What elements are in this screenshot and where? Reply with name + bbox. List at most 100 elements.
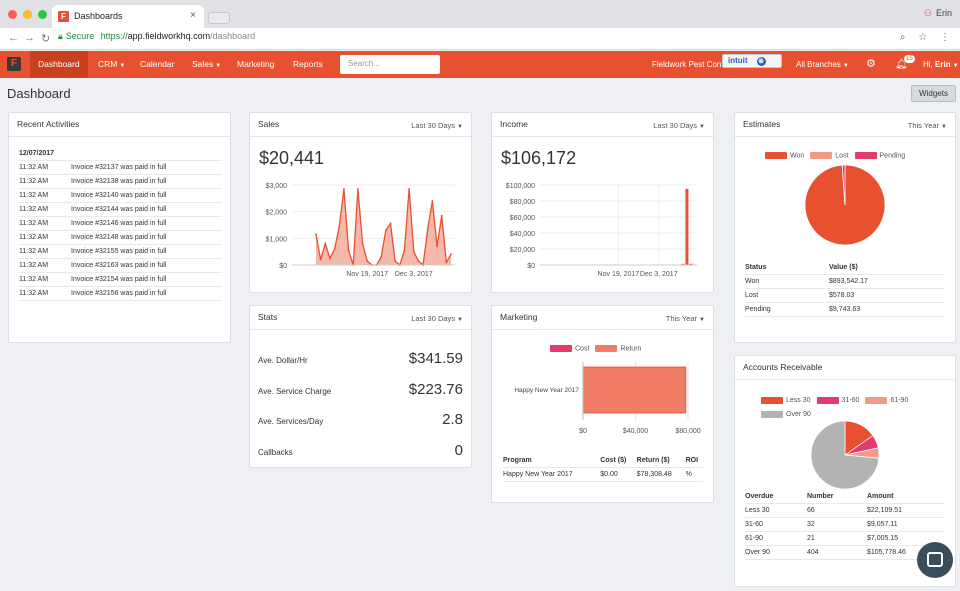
nav-sales[interactable]: Sales ▼ bbox=[184, 51, 229, 78]
nav-reports[interactable]: Reports bbox=[285, 51, 331, 78]
minimize-window-button[interactable] bbox=[23, 10, 33, 19]
sales-point bbox=[408, 188, 411, 190]
url-field[interactable]: 🔒︎ Secure https://app.fieldworkhq.com/das… bbox=[58, 31, 928, 47]
table-row: Pending $9,743.63 bbox=[745, 302, 945, 317]
activity-row: 11:32 AM Invoice #32155 was paid in full bbox=[19, 244, 222, 259]
legend-label: Less 30 bbox=[786, 397, 811, 404]
card-header: Estimates This Year ▼ bbox=[735, 113, 955, 137]
table-row: 31-60 32 $9,057.11 bbox=[745, 517, 945, 532]
maximize-window-button[interactable] bbox=[38, 10, 48, 19]
column-header: Number bbox=[807, 490, 867, 504]
reload-icon[interactable]: ↻ bbox=[41, 33, 51, 45]
overdue-cell: Less 30 bbox=[745, 503, 807, 518]
nav-marketing-label: Marketing bbox=[237, 59, 275, 69]
recent-activities-table: 12/07/2017 11:32 AM Invoice #32137 was pa… bbox=[19, 147, 222, 301]
chat-launcher-button[interactable] bbox=[917, 542, 953, 578]
bookmark-star-icon[interactable]: ☆ bbox=[918, 32, 928, 43]
recent-activities-card: Recent Activities 12/07/2017 11:32 AM Inv… bbox=[8, 112, 231, 343]
legend-item: 31-60 bbox=[816, 394, 859, 407]
menu-dots-icon[interactable]: ⋮ bbox=[940, 32, 950, 43]
branches-dropdown[interactable]: All Branches ▼ bbox=[796, 51, 849, 80]
legend-item: Less 30 bbox=[761, 394, 811, 407]
sales-point bbox=[417, 260, 420, 262]
sales-range-dropdown[interactable]: Last 30 Days ▼ bbox=[411, 121, 463, 130]
gear-icon[interactable]: ⚙ bbox=[866, 58, 876, 70]
sales-point bbox=[333, 248, 336, 250]
legend-item: Over 90 bbox=[761, 408, 811, 421]
lock-icon: 🔒︎ bbox=[58, 31, 63, 41]
column-header: Return ($) bbox=[636, 454, 686, 468]
ar-legend: Less 30 31-60 61-90 Over 90 bbox=[761, 393, 941, 421]
widgets-button[interactable]: Widgets bbox=[911, 85, 956, 102]
nav-calendar[interactable]: Calendar bbox=[132, 51, 183, 78]
card-title: Marketing bbox=[500, 312, 538, 322]
card-header: Income Last 30 Days ▼ bbox=[492, 113, 713, 137]
table-row: Happy New Year 2017 $0.00 $78,308.48 % bbox=[503, 467, 703, 482]
activity-text: Invoice #32140 was paid in full bbox=[71, 188, 222, 203]
forward-icon[interactable]: → bbox=[24, 32, 35, 44]
column-header: ROI bbox=[685, 454, 703, 468]
y-tick-label: $2,000 bbox=[266, 210, 288, 217]
column-header: Status bbox=[745, 261, 829, 275]
table-row: Less 30 66 $22,109.51 bbox=[745, 503, 945, 518]
stats-range-dropdown[interactable]: Last 30 Days ▼ bbox=[411, 314, 463, 323]
legend-item: 61-90 bbox=[865, 394, 908, 407]
stat-value: $341.59 bbox=[408, 350, 463, 367]
estimates-card: Estimates This Year ▼ Won Lost Pending Stat… bbox=[734, 112, 956, 343]
intuit-close-icon[interactable]: ⊗ bbox=[756, 57, 766, 66]
nav-crm[interactable]: CRM ▼ bbox=[90, 51, 133, 78]
y-tick-label: $100,000 bbox=[506, 183, 535, 190]
fieldwork-favicon-icon: F bbox=[58, 11, 69, 22]
estimates-range-dropdown[interactable]: This Year ▼ bbox=[908, 121, 947, 130]
y-tick-label: $3,000 bbox=[266, 183, 288, 190]
legend-label: Lost bbox=[835, 152, 849, 159]
card-title: Estimates bbox=[743, 119, 781, 129]
overdue-cell: 61-90 bbox=[745, 531, 807, 546]
chevron-down-icon: ▼ bbox=[215, 63, 222, 69]
close-window-button[interactable] bbox=[8, 10, 17, 19]
amount-cell: $9,057.11 bbox=[867, 517, 945, 532]
chevron-down-icon: ▼ bbox=[457, 317, 463, 323]
activity-text: Invoice #32144 was paid in full bbox=[71, 202, 222, 217]
chevron-down-icon: ▼ bbox=[699, 124, 705, 130]
fieldwork-logo-icon[interactable]: F bbox=[7, 57, 21, 71]
bell-icon[interactable]: 🔔︎ bbox=[895, 59, 908, 70]
stat-label: Ave. Dollar/Hr bbox=[258, 356, 308, 365]
activity-text: Invoice #32148 was paid in full bbox=[71, 230, 222, 245]
marketing-range-dropdown[interactable]: This Year ▼ bbox=[666, 314, 705, 323]
search-input[interactable]: Search... bbox=[340, 55, 440, 74]
card-title: Income bbox=[500, 119, 528, 129]
zoom-icon[interactable]: ⌕ bbox=[899, 32, 906, 43]
sales-point bbox=[329, 257, 331, 260]
income-card: Income Last 30 Days ▼ $106,172 $100,000 $8… bbox=[491, 112, 714, 293]
tab-close-icon[interactable]: × bbox=[190, 10, 196, 21]
activity-text: Invoice #32155 was paid in full bbox=[71, 244, 222, 259]
y-tick-label: $0 bbox=[279, 263, 287, 270]
new-tab-button[interactable] bbox=[208, 12, 230, 24]
legend-swatch bbox=[854, 151, 877, 159]
column-header: Value ($) bbox=[829, 261, 945, 275]
card-header: Marketing This Year ▼ bbox=[492, 306, 713, 330]
sales-line bbox=[315, 188, 452, 267]
nav-dashboard-label: Dashboard bbox=[38, 59, 80, 69]
browser-tab[interactable]: F Dashboards × bbox=[52, 5, 204, 28]
browser-profile[interactable]: ⚇ Erin bbox=[924, 8, 952, 19]
return-cell: $78,308.48 bbox=[636, 467, 686, 482]
overdue-cell: 31-60 bbox=[745, 517, 807, 532]
activity-text: Invoice #32146 was paid in full bbox=[71, 216, 222, 231]
sales-point bbox=[338, 225, 341, 228]
income-range-dropdown[interactable]: Last 30 Days ▼ bbox=[653, 121, 705, 130]
back-icon[interactable]: ← bbox=[8, 32, 19, 44]
sales-total: $20,441 bbox=[259, 148, 325, 168]
nav-dashboard[interactable]: Dashboard bbox=[30, 51, 88, 78]
marketing-legend: Cost Return bbox=[550, 343, 647, 352]
intuit-badge[interactable]: intuit ⊗ bbox=[722, 54, 782, 68]
income-bar bbox=[681, 263, 685, 265]
company-name[interactable]: Fieldwork Pest Cont bbox=[652, 60, 724, 69]
marketing-card: Marketing This Year ▼ Cost Return $0 $40,00… bbox=[491, 305, 714, 503]
amount-cell: $7,005.15 bbox=[867, 531, 945, 546]
stat-label: Callbacks bbox=[258, 448, 293, 457]
activity-time: 11:32 AM bbox=[19, 202, 71, 217]
nav-marketing[interactable]: Marketing bbox=[229, 51, 282, 78]
user-menu[interactable]: Hi, Erin ▼ bbox=[923, 51, 959, 80]
